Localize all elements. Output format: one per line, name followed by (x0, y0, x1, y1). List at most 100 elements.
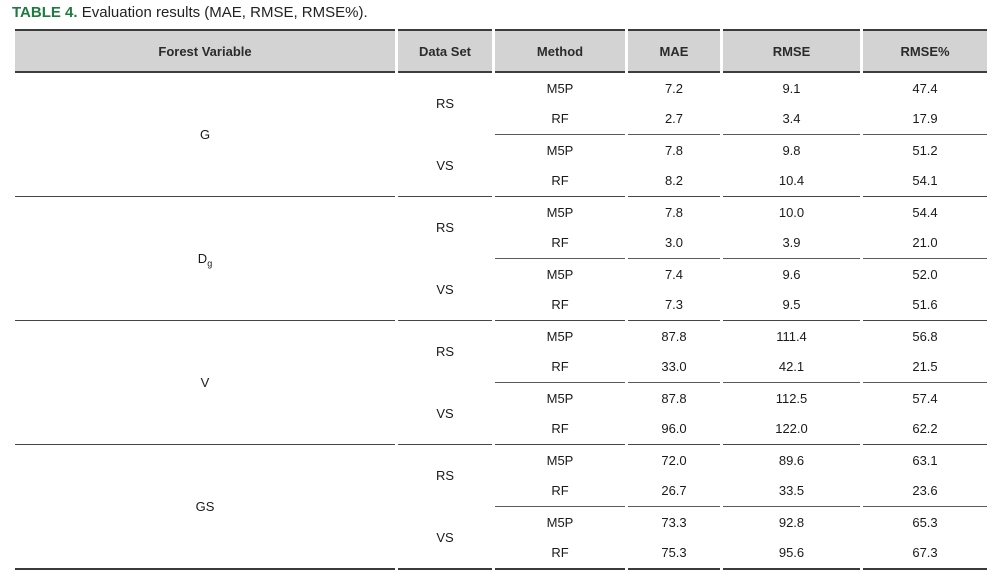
table-row: Dg RS M5P 7.8 10.0 54.4 (15, 196, 987, 268)
dataset-cell: RS (398, 320, 492, 382)
method-cell: M5P (495, 444, 625, 476)
variable-cell: GS (15, 444, 395, 570)
rmse-cell: 111.4 (723, 320, 860, 352)
table-row: VS M5P 87.8 112.5 57.4 (15, 382, 987, 421)
rmse-cell: 3.9 (782, 235, 801, 251)
rmse-cell: 9.1 (782, 80, 801, 96)
table-caption-label: TABLE 4. (12, 4, 78, 21)
mae-cell: 87.8 (628, 320, 720, 352)
column-header-rmse: RMSE (723, 29, 860, 73)
variable-label: V (200, 375, 210, 390)
mae-cell: 7.4 (628, 258, 720, 290)
table-row: RF 3.0 3.9 21.0 (15, 228, 987, 259)
variable-subscript: g (207, 258, 213, 269)
table-row: GS RS M5P 72.0 89.6 63.1 (15, 444, 987, 570)
method-cell: M5P (495, 320, 625, 352)
mae-cell: 8.2 (664, 173, 684, 189)
rmse-percent-cell: 47.4 (912, 80, 938, 96)
rmse-cell: 9.8 (723, 134, 860, 166)
mae-cell: 7.3 (664, 297, 684, 313)
column-header-rmse-percent: RMSE% (863, 29, 987, 73)
rmse-cell: 112.5 (723, 382, 860, 414)
rmse-cell: 95.6 (723, 538, 860, 570)
method-cell: RF (551, 359, 569, 375)
column-header-forest-variable: Forest Variable (15, 29, 395, 73)
rmse-percent-cell: 56.8 (863, 320, 987, 352)
table-row: VS M5P 7.8 9.8 51.2 (15, 134, 987, 173)
mae-cell: 3.0 (664, 235, 684, 251)
rmse-cell: 122.0 (775, 421, 808, 437)
rmse-percent-cell: 54.4 (863, 196, 987, 228)
method-cell: M5P (495, 134, 625, 166)
evaluation-results-table: Forest Variable Data Set Method MAE RMSE… (12, 29, 990, 570)
table-row: RF 96.0 122.0 62.2 (15, 414, 987, 445)
table-row: RF 33.0 42.1 21.5 (15, 352, 987, 383)
table-row: V RS M5P 87.8 111.4 56.8 (15, 320, 987, 390)
method-cell: M5P (495, 382, 625, 414)
dataset-cell: VS (436, 157, 454, 173)
rmse-percent-cell: 52.0 (863, 258, 987, 290)
method-cell: RF (551, 173, 569, 189)
rmse-cell: 10.4 (778, 173, 805, 189)
table-row: VS M5P 73.3 92.8 65.3 (15, 506, 987, 570)
table-caption-text: Evaluation results (MAE, RMSE, RMSE%). (81, 4, 368, 21)
variable-label: GS (195, 499, 215, 514)
mae-cell: 87.8 (628, 382, 720, 414)
column-header-method: Method (495, 29, 625, 73)
rmse-percent-cell: 21.0 (912, 235, 938, 251)
mae-cell: 7.8 (628, 134, 720, 166)
method-cell: M5P (495, 258, 625, 290)
rmse-percent-cell: 17.9 (912, 111, 938, 127)
header-row: Forest Variable Data Set Method MAE RMSE… (15, 29, 987, 73)
variable-cell: V (15, 320, 395, 444)
variable-cell: G (15, 73, 395, 196)
column-header-data-set: Data Set (398, 29, 492, 73)
table-row: RF 75.3 95.6 67.3 (15, 538, 987, 570)
rmse-percent-cell: 67.3 (863, 538, 987, 570)
table-row: VS M5P 7.4 9.6 52.0 (15, 258, 987, 297)
method-cell: RF (551, 235, 569, 251)
table-row: RF 7.3 9.5 51.6 (15, 290, 987, 321)
rmse-percent-cell: 57.4 (863, 382, 987, 414)
rmse-percent-cell: 23.6 (912, 483, 938, 499)
dataset-cell: VS (436, 281, 454, 297)
dataset-cell: VS (398, 506, 492, 570)
rmse-percent-cell: 51.6 (912, 297, 938, 313)
dataset-cell: VS (436, 405, 454, 421)
mae-cell: 96.0 (661, 421, 687, 437)
mae-cell: 73.3 (628, 506, 720, 538)
dataset-cell: RS (398, 444, 492, 506)
mae-cell: 2.7 (664, 111, 684, 127)
table-row: RF 8.2 10.4 54.1 (15, 166, 987, 197)
method-cell: RF (551, 111, 569, 127)
variable-cell: Dg (15, 196, 395, 320)
method-cell: M5P (495, 196, 625, 228)
rmse-percent-cell: 65.3 (863, 506, 987, 538)
rmse-cell: 42.1 (778, 359, 805, 375)
table-caption: TABLE 4. Evaluation results (MAE, RMSE, … (12, 4, 368, 21)
method-cell: RF (551, 297, 569, 313)
dataset-cell: RS (435, 96, 455, 111)
variable-label: D (197, 251, 208, 266)
rmse-percent-cell: 21.5 (912, 359, 938, 375)
mae-cell: 75.3 (628, 538, 720, 570)
rmse-cell: 92.8 (723, 506, 860, 538)
rmse-percent-cell: 63.1 (863, 444, 987, 476)
method-cell: M5P (495, 506, 625, 538)
rmse-percent-cell: 62.2 (912, 421, 938, 437)
rmse-percent-cell: 51.2 (863, 134, 987, 166)
rmse-cell: 9.5 (782, 297, 801, 313)
rmse-cell: 3.4 (782, 111, 801, 127)
mae-cell: 7.2 (664, 80, 684, 96)
rmse-cell: 10.0 (723, 196, 860, 228)
table-row: RF 26.7 33.5 23.6 (15, 476, 987, 507)
column-header-mae: MAE (628, 29, 720, 73)
table-row: G RS M5P 7.2 9.1 47.4 (15, 73, 987, 142)
table-row: RF 2.7 3.4 17.9 (15, 104, 987, 135)
rmse-cell: 9.6 (723, 258, 860, 290)
method-cell: RF (551, 483, 569, 499)
mae-cell: 26.7 (661, 483, 687, 499)
dataset-cell: RS (398, 196, 492, 258)
mae-cell: 7.8 (628, 196, 720, 228)
